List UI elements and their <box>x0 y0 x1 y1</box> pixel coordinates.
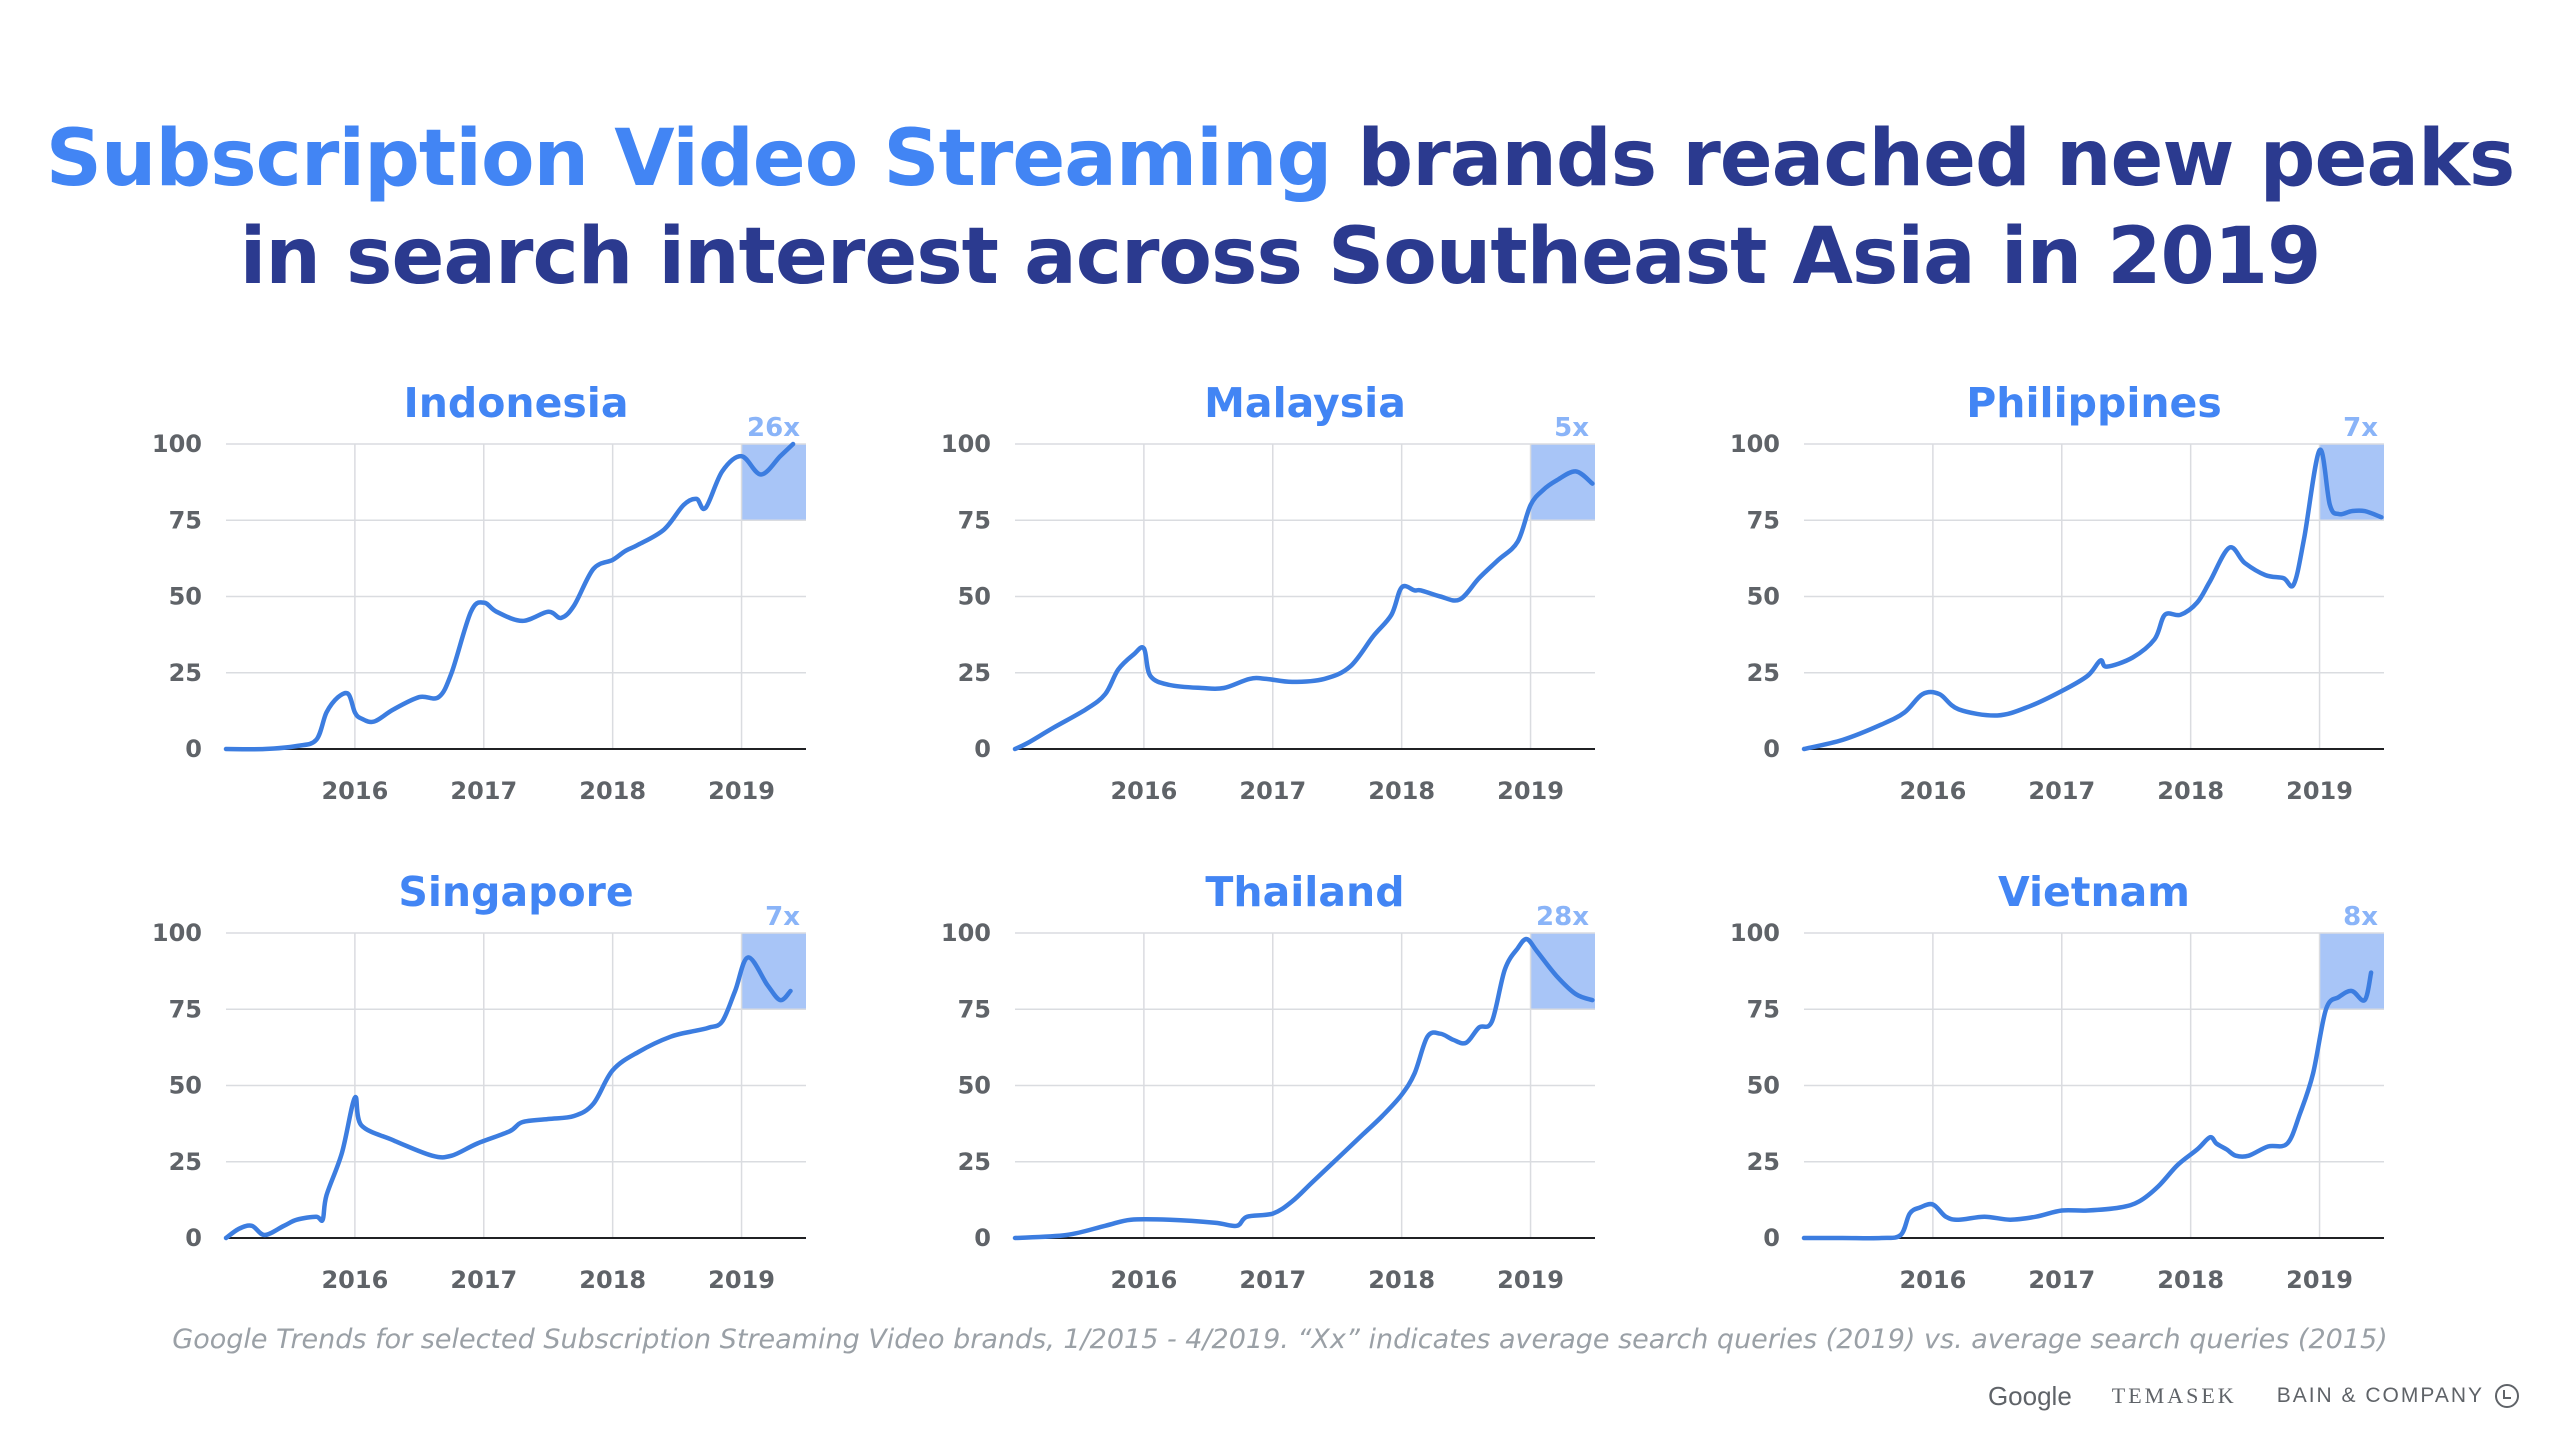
x-tick-label: 2019 <box>2286 777 2353 805</box>
temasek-logo: TEMASEK <box>2111 1383 2237 1408</box>
y-tick-label: 50 <box>169 1072 202 1100</box>
x-tick-label: 2018 <box>2157 777 2224 805</box>
chart-title: Malaysia <box>1204 379 1406 427</box>
chart-singapore: Singapore 0 25 50 75 100 2016 2017 2018 2019 7x <box>152 868 806 1294</box>
multiplier-label: 5x <box>1554 413 1589 443</box>
y-tick-label: 100 <box>1730 430 1780 458</box>
x-tick-label: 2017 <box>2028 777 2095 805</box>
headline-line-1: Subscription Video Streaming brands reac… <box>0 110 2560 208</box>
x-tick-label: 2018 <box>1368 777 1435 805</box>
y-tick-label: 75 <box>958 506 991 534</box>
y-tick-label: 25 <box>1747 1148 1780 1176</box>
highlight-box-2019 <box>2319 933 2384 1010</box>
y-tick-label: 0 <box>974 1224 991 1252</box>
y-tick-label: 0 <box>974 735 991 763</box>
chart-malaysia: Malaysia 0 25 50 75 100 2016 2017 2018 2019 5x <box>941 379 1595 805</box>
x-tick-label: 2017 <box>1239 777 1306 805</box>
x-tick-label: 2016 <box>1110 1266 1177 1294</box>
y-tick-label: 50 <box>958 1072 991 1100</box>
chart-title: Vietnam <box>1998 868 2190 916</box>
google-logo: Google <box>1987 1380 2072 1411</box>
x-tick-label: 2019 <box>708 1266 775 1294</box>
y-tick-label: 0 <box>185 735 202 763</box>
chart-title: Singapore <box>398 868 633 916</box>
x-tick-label: 2017 <box>2028 1266 2095 1294</box>
x-tick-label: 2018 <box>579 1266 646 1294</box>
multiplier-label: 7x <box>2343 413 2378 443</box>
y-tick-label: 75 <box>1747 995 1780 1023</box>
y-tick-label: 100 <box>152 919 202 947</box>
x-tick-label: 2019 <box>1497 777 1564 805</box>
chart-vietnam: Vietnam 0 25 50 75 100 2016 2017 2018 2019 8x <box>1730 868 2384 1294</box>
x-tick-label: 2016 <box>321 1266 388 1294</box>
chart-philippines: Philippines 0 25 50 75 100 2016 2017 2018 2019 7x <box>1730 379 2384 805</box>
headline-line-2: in search interest across Southeast Asia… <box>239 212 2322 302</box>
chart-indonesia: Indonesia 0 25 50 75 100 2016 2017 2018 2019 26x <box>152 379 806 805</box>
chart-title: Indonesia <box>403 379 628 427</box>
y-tick-label: 25 <box>958 659 991 687</box>
series-line <box>1801 970 2374 1241</box>
bain-logo: BAIN & COMPANY <box>2277 1383 2520 1409</box>
x-tick-label: 2016 <box>1899 1266 1966 1294</box>
y-tick-label: 100 <box>941 430 991 458</box>
x-tick-label: 2016 <box>321 777 388 805</box>
x-tick-label: 2019 <box>708 777 775 805</box>
footnote: Google Trends for selected Subscription … <box>172 1324 2388 1355</box>
x-tick-label: 2016 <box>1110 777 1177 805</box>
brand-logos: Google TEMASEK BAIN & COMPANY <box>1988 1376 2520 1416</box>
y-tick-label: 100 <box>941 919 991 947</box>
chart-title: Philippines <box>1966 379 2222 427</box>
x-tick-label: 2017 <box>1239 1266 1306 1294</box>
headline-line-1-rest: brands reached new peaks <box>1331 114 2515 204</box>
multiplier-label: 28x <box>1536 902 1589 932</box>
chart-thailand: Thailand 0 25 50 75 100 2016 2017 2018 2019 28x <box>941 868 1595 1294</box>
y-tick-label: 75 <box>958 995 991 1023</box>
bain-logo-icon <box>2495 1384 2519 1408</box>
y-tick-label: 50 <box>1747 583 1780 611</box>
y-tick-label: 50 <box>1747 1072 1780 1100</box>
y-tick-label: 100 <box>1730 919 1780 947</box>
y-tick-label: 25 <box>169 1148 202 1176</box>
x-tick-label: 2016 <box>1899 777 1966 805</box>
y-tick-label: 75 <box>169 995 202 1023</box>
series-line <box>223 441 796 752</box>
y-tick-label: 25 <box>958 1148 991 1176</box>
series-line <box>223 955 793 1241</box>
multiplier-label: 8x <box>2343 902 2378 932</box>
y-tick-label: 25 <box>169 659 202 687</box>
x-tick-label: 2018 <box>2157 1266 2224 1294</box>
y-tick-label: 0 <box>1763 1224 1780 1252</box>
x-tick-label: 2019 <box>1497 1266 1564 1294</box>
y-tick-label: 75 <box>169 506 202 534</box>
chart-title: Thailand <box>1205 868 1404 916</box>
highlight-box-2019 <box>741 444 806 521</box>
y-tick-label: 100 <box>152 430 202 458</box>
series-line <box>1012 469 1595 752</box>
x-tick-label: 2017 <box>450 777 517 805</box>
series-line <box>1801 447 2384 752</box>
y-tick-label: 50 <box>169 583 202 611</box>
x-tick-label: 2019 <box>2286 1266 2353 1294</box>
y-tick-label: 75 <box>1747 506 1780 534</box>
multiplier-label: 26x <box>747 413 800 443</box>
headline-highlight: Subscription Video Streaming <box>45 114 1333 204</box>
y-tick-label: 25 <box>1747 659 1780 687</box>
x-tick-label: 2018 <box>579 777 646 805</box>
multiplier-label: 7x <box>765 902 800 932</box>
highlight-box-2019 <box>1530 444 1595 521</box>
highlight-box-2019 <box>741 933 806 1010</box>
series-line <box>1012 936 1595 1241</box>
bain-logo-text: BAIN & COMPANY <box>2276 1384 2484 1407</box>
headline: Subscription Video Streaming brands reac… <box>0 110 2560 306</box>
y-tick-label: 0 <box>185 1224 202 1252</box>
y-tick-label: 50 <box>958 583 991 611</box>
x-tick-label: 2017 <box>450 1266 517 1294</box>
y-tick-label: 0 <box>1763 735 1780 763</box>
x-tick-label: 2018 <box>1368 1266 1435 1294</box>
